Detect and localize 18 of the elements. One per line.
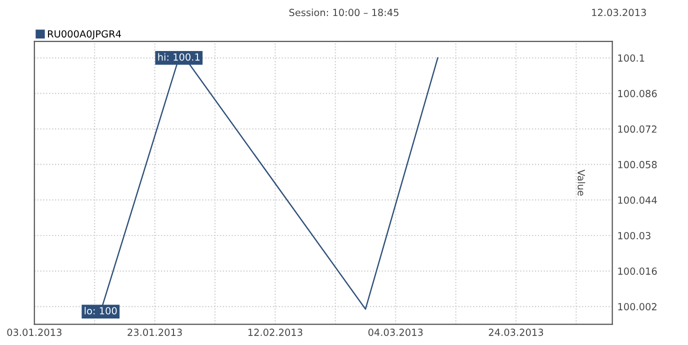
x-tick-label: 23.01.2013 (128, 328, 182, 336)
x-tick-label: 03.01.2013 (7, 328, 62, 336)
chart-subtitle: Session: 10:00 – 18:45 (289, 8, 398, 16)
x-tick-label: 24.03.2013 (488, 328, 544, 336)
y-tick-label: 100.016 (618, 267, 657, 275)
y-tick-label: 100.072 (618, 125, 656, 133)
y-tick-label: 100.1 (618, 54, 644, 62)
y-tick-label: 100.058 (618, 160, 657, 168)
legend-label: RU000A0JPGR4 (48, 30, 121, 40)
annotation: hi: 100.1 (158, 53, 200, 61)
text: 12.03.2013 (592, 8, 646, 16)
y-tick-label: 100.086 (618, 90, 657, 98)
x-tick-label: 04.03.2013 (368, 328, 423, 336)
x-tick-label: 12.02.2013 (248, 328, 302, 336)
y-tick-label: 100.044 (618, 196, 657, 204)
y-axis-title: Value (578, 170, 586, 196)
y-tick-label: 100.03 (618, 232, 650, 240)
y-tick-label: 100.002 (618, 303, 656, 310)
